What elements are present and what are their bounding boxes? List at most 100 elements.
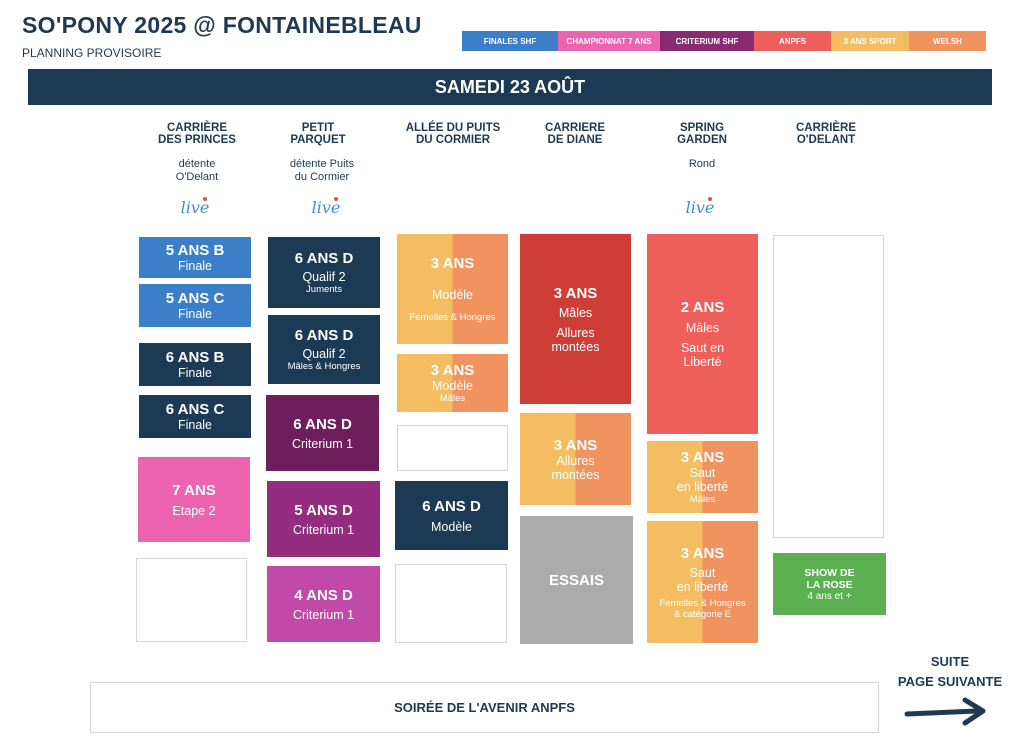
arrow-right-icon[interactable] xyxy=(903,694,989,730)
column-header-line: CARRIÈRE xyxy=(795,122,857,134)
event-title: ESSAIS xyxy=(548,571,605,589)
event-title: 3 ANS xyxy=(553,436,598,454)
legend-welsh: WELSH xyxy=(909,31,986,51)
event-title: 2 ANS xyxy=(680,299,725,316)
column-header-petit-parquet: PETIT PARQUET xyxy=(258,122,378,146)
next-page-link[interactable]: SUITE PAGE SUIVANTE xyxy=(880,652,1020,692)
event-3-ans-modele-males: 3 ANS Modèle Mâles xyxy=(397,354,508,412)
event-4-ans-d-criterium-1: 4 ANS D Criterium 1 xyxy=(267,566,380,642)
column-header-line: GARDEN xyxy=(677,134,727,146)
column-header-line: DE DIANE xyxy=(547,134,603,146)
event-title: 5 ANS B xyxy=(165,242,225,259)
next-page-label: PAGE SUIVANTE xyxy=(897,674,1003,689)
event-subtitle: Finale xyxy=(177,259,213,273)
column-subheader-carriere-des-princes: détente O'Delant xyxy=(137,158,257,184)
event-2-ans-males-saut-en-liberte: 2 ANS Mâles Saut en Liberté xyxy=(647,234,758,434)
event-subtitle: Criterium 1 xyxy=(292,522,355,537)
column-header-line: PARQUET xyxy=(290,134,346,146)
page-subtitle: PLANNING PROVISOIRE xyxy=(22,46,162,60)
column-subheader-line: du Cormier xyxy=(294,171,350,183)
event-title: 6 ANS D xyxy=(294,327,354,344)
event-subtitle: Saut xyxy=(689,565,716,580)
live-dot-icon xyxy=(334,197,338,201)
page-title: SO'PONY 2025 @ FONTAINEBLEAU xyxy=(22,12,422,38)
event-title: 6 ANS B xyxy=(165,349,225,366)
empty-slot xyxy=(136,558,247,642)
live-logo-text: live xyxy=(180,198,210,217)
event-subtitle: Modèle xyxy=(431,519,472,534)
column-header-line: DES PRINCES xyxy=(158,134,236,146)
event-title: 3 ANS xyxy=(680,449,725,466)
event-title: 3 ANS xyxy=(680,544,725,562)
empty-slot xyxy=(395,564,507,643)
live-logo-carriere-des-princes[interactable]: live xyxy=(175,197,215,217)
column-subheader-line: Rond xyxy=(688,158,716,170)
event-subtitle: Modèle xyxy=(432,288,473,302)
event-detail: Mâles xyxy=(689,494,716,505)
event-6-ans-b-finale: 6 ANS B Finale xyxy=(139,343,251,386)
column-header-line: O'DELANT xyxy=(796,134,856,146)
event-soiree-de-l-avenir: SOIRÉE DE L'AVENIR ANPFS xyxy=(90,682,879,733)
event-detail: Juments xyxy=(306,284,342,295)
event-title: 3 ANS xyxy=(553,284,598,302)
event-subtitle: Qualif 2 xyxy=(302,270,346,284)
event-show-de-la-rose: SHOW DE LA ROSE 4 ans et + xyxy=(773,553,886,615)
event-subtitle: montées xyxy=(551,467,600,482)
event-3-ans-allures-montees: 3 ANS Allures montées xyxy=(520,413,631,505)
event-title: 6 ANS D xyxy=(294,250,354,267)
column-subheader-line: détente xyxy=(178,158,216,170)
event-subtitle: Criterium 1 xyxy=(291,436,354,451)
legend-3-ans-sport: 3 ANS SPORT xyxy=(831,31,909,51)
column-header-line: CARRIERE xyxy=(544,122,606,134)
column-subheader-line: détente Puits xyxy=(289,158,355,170)
legend-anpfs: ANPFS xyxy=(754,31,831,51)
column-header-line: PETIT xyxy=(301,122,335,134)
event-6-ans-d-qualif-2-juments: 6 ANS D Qualif 2 Juments xyxy=(268,237,380,308)
next-page-label: SUITE xyxy=(930,654,970,669)
live-logo-text: live xyxy=(685,198,715,217)
event-subtitle: Etape 2 xyxy=(172,503,216,518)
live-logo-text: live xyxy=(311,198,341,217)
event-essais: ESSAIS xyxy=(520,516,633,644)
event-subtitle: Modèle xyxy=(432,379,473,393)
event-subtitle: Qualif 2 xyxy=(302,347,346,361)
event-subtitle: Saut en xyxy=(680,341,725,355)
live-dot-icon xyxy=(203,197,207,201)
event-title: SHOW DE xyxy=(804,566,855,579)
column-subheader-line: O'Delant xyxy=(175,171,219,183)
legend-finales-shf: FINALES SHF xyxy=(462,31,558,51)
live-dot-icon xyxy=(708,197,712,201)
column-header-allee-du-puits: ALLÉE DU PUITS DU CORMIER xyxy=(386,122,520,146)
event-detail: Femelles & Hongres xyxy=(659,597,746,609)
event-5-ans-b-finale: 5 ANS B Finale xyxy=(139,237,251,278)
event-title: 5 ANS D xyxy=(294,501,353,519)
event-detail: Mâles & Hongres xyxy=(287,361,361,372)
event-title: 6 ANS D xyxy=(422,497,481,515)
column-header-spring-garden: SPRING GARDEN xyxy=(642,122,762,146)
event-subtitle: Mâles xyxy=(558,305,593,320)
column-header-line: ALLÉE DU PUITS xyxy=(405,122,501,134)
live-logo-spring-garden[interactable]: live xyxy=(680,197,720,217)
event-subtitle: Allures xyxy=(556,453,595,468)
event-subtitle: Criterium 1 xyxy=(292,607,355,622)
column-header-carriere-odelant: CARRIÈRE O'DELANT xyxy=(766,122,886,146)
event-5-ans-d-criterium-1: 5 ANS D Criterium 1 xyxy=(267,481,380,557)
event-title: 6 ANS C xyxy=(165,401,225,418)
event-title: 6 ANS D xyxy=(293,415,352,433)
event-subtitle: Allures xyxy=(556,325,595,340)
event-3-ans-males-allures-montees: 3 ANS Mâles Allures montées xyxy=(520,234,631,404)
event-subtitle: en liberté xyxy=(676,579,729,594)
empty-slot xyxy=(397,425,508,471)
event-title: 7 ANS xyxy=(172,481,216,499)
column-header-line: DU CORMIER xyxy=(415,134,491,146)
column-subheader-spring-garden: Rond xyxy=(642,158,762,171)
event-5-ans-c-finale: 5 ANS C Finale xyxy=(139,284,251,327)
live-logo-petit-parquet[interactable]: live xyxy=(306,197,346,217)
event-title: LA ROSE xyxy=(806,578,853,591)
event-subtitle: Finale xyxy=(177,307,213,321)
day-banner: SAMEDI 23 AOÛT xyxy=(28,69,992,105)
event-3-ans-saut-en-liberte-males: 3 ANS Saut en liberté Mâles xyxy=(647,441,758,513)
column-subheader-petit-parquet: détente Puits du Cormier xyxy=(262,158,382,184)
column-header-line: CARRIÈRE xyxy=(166,122,228,134)
event-6-ans-d-criterium-1: 6 ANS D Criterium 1 xyxy=(266,395,379,471)
